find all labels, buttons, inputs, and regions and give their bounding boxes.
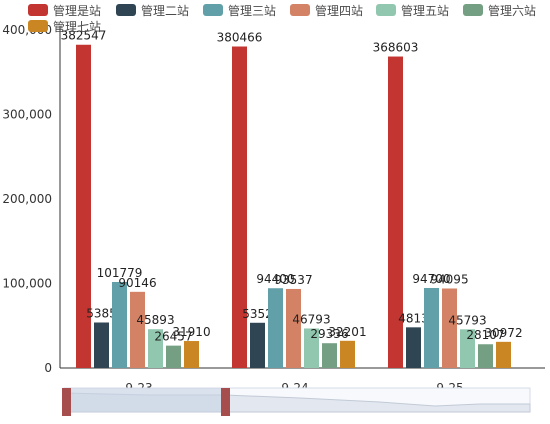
bar: [250, 322, 265, 368]
data-label: 46793: [292, 312, 330, 326]
legend-item[interactable]: 管理二站: [116, 3, 190, 18]
bar: [268, 288, 283, 368]
legend-swatch: [376, 4, 396, 16]
data-label: 32201: [328, 325, 366, 339]
legend-swatch: [28, 4, 48, 16]
zoom-handle-right[interactable]: [221, 388, 230, 416]
bar: [442, 288, 457, 368]
legend-item[interactable]: 管理四站: [290, 3, 364, 18]
data-label: 380466: [217, 31, 263, 45]
legend-item[interactable]: 管理七站: [28, 19, 102, 34]
legend-label: 管理是站: [53, 3, 102, 18]
bar: [184, 341, 199, 368]
data-label: 26457: [154, 330, 192, 344]
legend-item[interactable]: 管理五站: [376, 3, 450, 18]
legend-label: 管理二站: [141, 3, 190, 18]
bar: [94, 322, 109, 368]
legend-label: 管理三站: [228, 3, 277, 18]
data-label: 90146: [118, 276, 156, 290]
data-label: 31910: [172, 325, 210, 339]
bar: [424, 287, 439, 368]
data-label: 94400: [256, 272, 294, 286]
bar: [460, 329, 475, 368]
data-label: 5385: [86, 306, 117, 320]
data-label: 45793: [448, 313, 486, 327]
bar: [388, 56, 403, 369]
y-tick-label: 0: [44, 361, 52, 375]
data-label: 45893: [136, 313, 174, 327]
legend-swatch: [28, 20, 48, 32]
data-label: 4813: [398, 311, 429, 325]
data-label: 94700: [412, 272, 450, 286]
data-label: 29336: [310, 327, 348, 341]
bar: [76, 44, 91, 369]
data-label: 28107: [466, 328, 504, 342]
legend-swatch: [116, 4, 136, 16]
bar: [478, 344, 493, 368]
bar: [112, 281, 127, 368]
bar: [496, 341, 511, 368]
bar: [166, 345, 181, 368]
bar: [304, 328, 319, 368]
bar: [232, 46, 247, 369]
legend-item[interactable]: 管理三站: [203, 3, 277, 18]
legend-swatch: [463, 4, 483, 16]
bar: [286, 288, 301, 368]
y-tick-label: 300,000: [2, 108, 52, 122]
data-label: 30972: [484, 326, 522, 340]
legend-item[interactable]: 管理六站: [463, 3, 537, 18]
legend-label: 管理六站: [488, 3, 537, 18]
y-tick-label: 200,000: [2, 192, 52, 206]
bar: [406, 327, 421, 368]
legend-label: 管理五站: [401, 3, 450, 18]
data-label: 368603: [373, 41, 419, 55]
data-label: 93537: [274, 273, 312, 287]
y-tick-label: 100,000: [2, 277, 52, 291]
data-label: 94095: [430, 272, 468, 286]
legend-item[interactable]: 管理是站: [28, 3, 102, 18]
bar: [130, 291, 145, 368]
data-label: 101779: [97, 266, 143, 280]
zoom-handle-left[interactable]: [62, 388, 71, 416]
legend-label: 管理四站: [315, 3, 364, 18]
legend-label: 管理七站: [53, 19, 102, 34]
bar: [148, 329, 163, 368]
bar: [340, 340, 355, 368]
zoom-selected-range: [64, 388, 224, 412]
data-label: 5352: [242, 307, 273, 321]
legend-swatch: [203, 4, 223, 16]
bar: [322, 343, 337, 368]
legend-swatch: [290, 4, 310, 16]
data-label: 382547: [61, 29, 107, 43]
